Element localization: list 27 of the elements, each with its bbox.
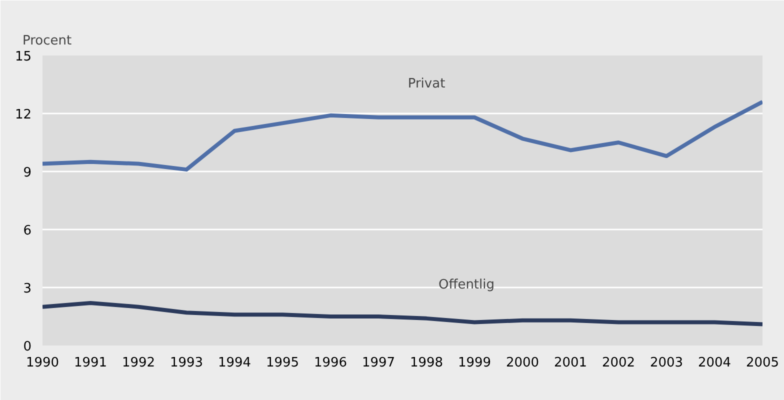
x-tick-label: 1999 (458, 356, 492, 370)
x-tick-label: 2004 (698, 356, 732, 370)
x-tick-label: 2001 (554, 356, 588, 370)
x-tick-label: 1994 (218, 356, 252, 370)
y-tick-label: 12 (14, 108, 32, 122)
line-series (42, 300, 762, 326)
y-tick-label: 3 (23, 282, 32, 296)
x-tick-label: 2005 (746, 356, 780, 370)
x-tick-label: 1997 (362, 356, 396, 370)
x-tick-label: 1998 (410, 356, 444, 370)
y-tick-label: 6 (23, 224, 32, 238)
x-tick-label: 2002 (602, 356, 636, 370)
x-tick-label: 2000 (506, 356, 540, 370)
x-tick-label: 1993 (170, 356, 204, 370)
text: Offentlig (438, 277, 494, 292)
y-tick-label: 15 (14, 50, 32, 64)
x-tick-label: 1991 (74, 356, 108, 370)
x-tick-label: 1990 (26, 356, 60, 370)
x-tick-label: 1995 (266, 356, 300, 370)
x-tick-label: 1992 (122, 356, 156, 370)
x-tick-label: 2003 (650, 356, 684, 370)
line-series (42, 100, 762, 172)
y-tick-label: 0 (23, 340, 32, 354)
y-axis-title: Procent (22, 34, 72, 48)
x-tick-label: 1996 (314, 356, 348, 370)
series-label: Privat (408, 76, 446, 92)
y-tick-label: 9 (23, 166, 32, 180)
